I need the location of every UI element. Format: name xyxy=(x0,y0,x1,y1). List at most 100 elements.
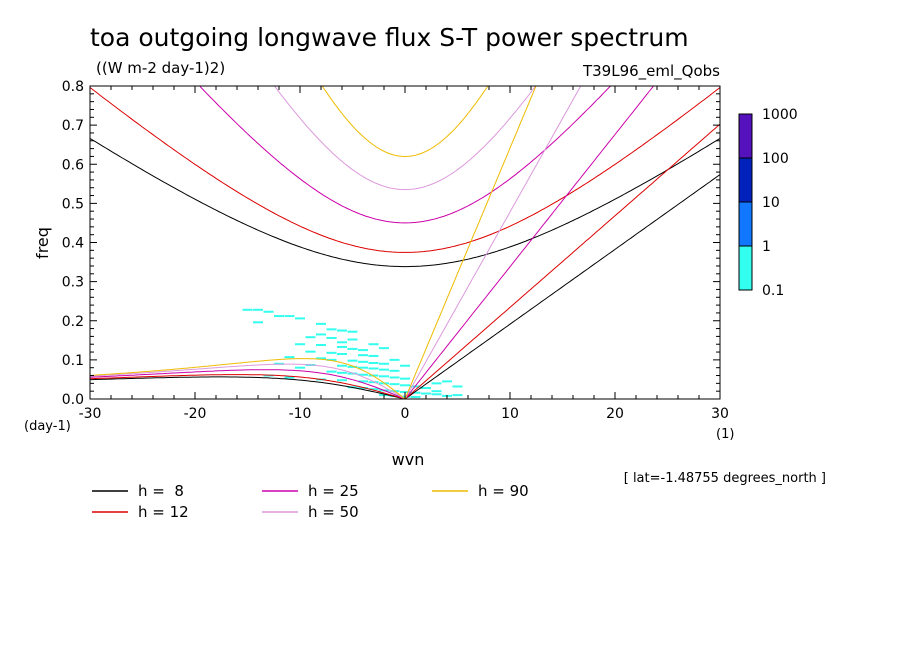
kelvin-curve xyxy=(404,86,537,399)
legend-item: h = 90 xyxy=(432,482,529,500)
rossby-curve xyxy=(90,369,406,399)
spectrum-cell xyxy=(316,322,326,325)
colorbar-label: 10 xyxy=(762,195,780,211)
spectrum-cell xyxy=(274,315,284,318)
y-tick-label: 0.7 xyxy=(62,118,84,134)
spectrum-cell xyxy=(305,336,316,339)
spectrum-cell xyxy=(389,376,400,379)
x-tick-label: 30 xyxy=(711,406,729,422)
spectrum-cell xyxy=(431,390,442,393)
spectrum-cell xyxy=(295,366,305,369)
spectrum-cell xyxy=(368,354,379,357)
gravity-curve xyxy=(273,86,537,191)
chart-title: toa outgoing longwave flux S-T power spe… xyxy=(90,23,689,52)
spectrum-cell xyxy=(410,391,421,394)
dispersion-curves xyxy=(90,86,720,399)
legend-label: h = 8 xyxy=(138,482,184,500)
legend-item: h = 25 xyxy=(262,482,359,500)
spectrum-cell xyxy=(410,396,421,399)
spectrum-cell xyxy=(295,317,305,320)
spectrum-cell xyxy=(368,381,379,384)
spectrum-cell xyxy=(284,356,295,359)
spectrum-cell xyxy=(379,375,389,378)
gravity-curve xyxy=(90,137,720,268)
spectrum-cell xyxy=(421,387,431,390)
spectrum-cell xyxy=(316,333,326,336)
spectrum-cell xyxy=(337,379,347,382)
x-tick-label: -30 xyxy=(79,406,102,422)
spectrum-cell xyxy=(326,351,337,354)
y-tick-label: 0.4 xyxy=(62,236,84,252)
spectrum-cell xyxy=(326,336,337,339)
spectrum-cell xyxy=(358,380,368,383)
spectrum-cell xyxy=(253,308,263,311)
spectrum-cell xyxy=(389,383,400,386)
colorbar-swatch xyxy=(738,157,753,203)
spectrum-cell xyxy=(431,393,442,396)
spectrum-cell xyxy=(358,366,368,369)
spectrum-cell xyxy=(400,364,410,367)
x-tick-label: -10 xyxy=(289,406,312,422)
spectrum-cell xyxy=(347,359,358,362)
legend-item: h = 50 xyxy=(262,503,359,521)
spectrum-cell xyxy=(400,377,410,380)
spectrum-cell xyxy=(368,362,379,365)
colorbar-swatch xyxy=(738,201,753,247)
x-axis-label: wvn xyxy=(392,450,425,469)
spectrum-cell xyxy=(358,360,368,363)
spectrum-cell xyxy=(337,329,347,332)
rossby-curve xyxy=(90,376,406,399)
spectrum-cell xyxy=(337,364,347,367)
colorbar-label: 1000 xyxy=(762,107,798,123)
kelvin-curve xyxy=(404,123,720,399)
spectrum-cell xyxy=(358,387,368,390)
spectrum-cell xyxy=(442,380,452,383)
gravity-curve xyxy=(321,86,489,158)
spectrum-cell xyxy=(400,390,410,393)
spectrum-cell xyxy=(379,362,389,365)
legend-item: h = 12 xyxy=(92,503,189,521)
spectrum-cell xyxy=(284,315,295,318)
x-units-label: (1) xyxy=(716,427,734,442)
spectrum-cell xyxy=(337,341,347,344)
y-units-label: (day-1) xyxy=(24,419,71,434)
legend-label: h = 12 xyxy=(138,503,189,521)
colorbar-label: 1 xyxy=(762,239,771,255)
x-tick-label: 10 xyxy=(501,406,519,422)
chart-subtitle: ((W m-2 day-1)2) xyxy=(96,59,225,77)
spectrum-cell xyxy=(368,343,379,346)
spectrum-cell xyxy=(431,382,442,385)
spectrum-cell xyxy=(389,369,400,372)
spectrum-cell xyxy=(263,310,274,313)
y-tick-label: 0.5 xyxy=(62,196,84,212)
spectrum-cell xyxy=(242,308,253,311)
colorbar-label: 100 xyxy=(762,151,789,167)
spectrum-cell xyxy=(326,328,337,331)
spectrum-cell xyxy=(337,371,347,374)
kelvin-curve xyxy=(404,86,655,399)
spectrum-cell xyxy=(326,370,337,373)
spectrum-cell xyxy=(379,347,389,350)
spectrum-cell xyxy=(389,358,400,361)
rossby-curve xyxy=(90,358,406,399)
spectrum-cell xyxy=(400,384,410,387)
spectrum-cell xyxy=(347,338,358,341)
y-tick-label: 0.0 xyxy=(62,392,84,408)
legend-label: h = 50 xyxy=(308,503,359,521)
y-axis-label: freq xyxy=(33,227,52,259)
spectrum-cell xyxy=(284,376,295,379)
spectrum-cell xyxy=(295,343,305,346)
x-tick-labels: -30 -20 -10 0 10 20 30 xyxy=(79,406,729,422)
spectrum-cell xyxy=(379,368,389,371)
spectrum-cell xyxy=(305,350,316,353)
x-tick-label: -20 xyxy=(184,406,207,422)
spectrum-cell xyxy=(337,345,347,348)
y-tick-label: 0.3 xyxy=(62,275,84,291)
latitude-note: [ lat=-1.48755 degrees_north ] xyxy=(624,471,826,486)
gravity-curve xyxy=(198,86,612,224)
y-tick-labels: 0.0 0.1 0.2 0.3 0.4 0.5 0.6 0.7 0.8 xyxy=(62,79,84,408)
spectrum-cell xyxy=(368,388,379,391)
spectrum-cell xyxy=(337,353,347,356)
rossby-curve xyxy=(90,363,406,399)
